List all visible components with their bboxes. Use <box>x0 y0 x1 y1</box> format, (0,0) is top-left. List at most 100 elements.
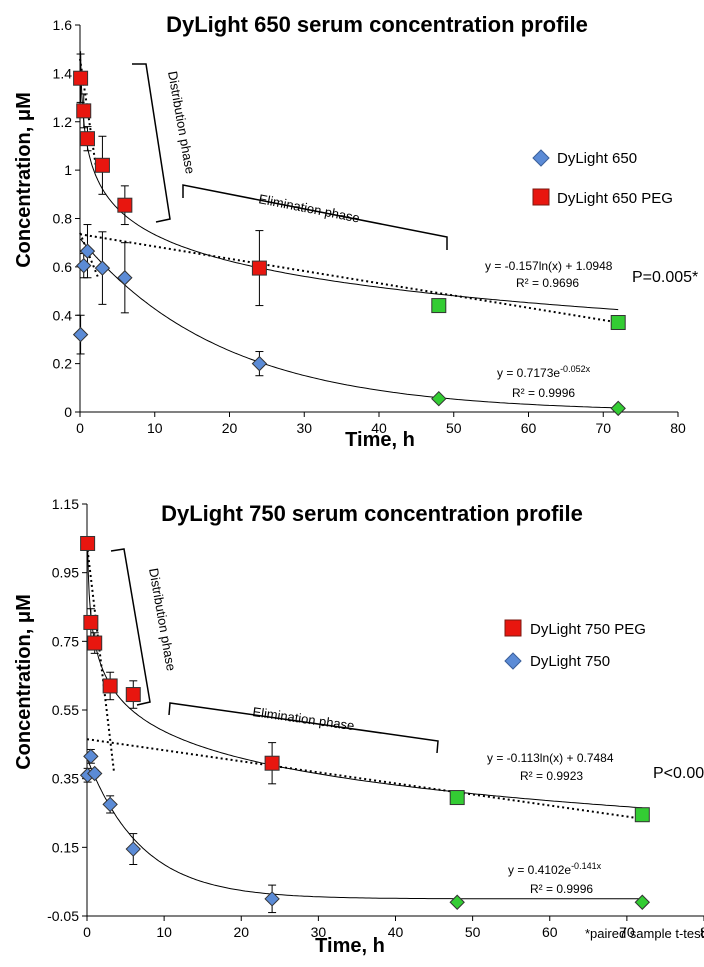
y-tick-label: 0.95 <box>52 565 79 581</box>
chart-750: DyLight 750 serum concentration profile … <box>13 496 704 957</box>
data-point-dylight-650-peg <box>431 298 447 314</box>
x-tick-label: 10 <box>156 924 172 940</box>
x-tick-label: 10 <box>147 420 163 436</box>
data-point-dylight-750 <box>125 841 141 857</box>
x-tick-label: 60 <box>521 420 537 436</box>
x-tick-label: 0 <box>83 924 91 940</box>
chart-650-legend: DyLight 650 DyLight 650 PEG <box>532 149 673 207</box>
exp-fit-equation: y = 0.7173e-0.052x <box>497 364 591 380</box>
y-tick-label: -0.05 <box>47 908 79 924</box>
data-point-dylight-750-peg <box>125 687 141 703</box>
y-tick-label: 0.2 <box>53 356 73 372</box>
elimination-bracket <box>182 184 448 250</box>
data-point-dylight-650-peg <box>251 260 267 276</box>
x-tick-label: 50 <box>446 420 462 436</box>
data-point-dylight-750-peg <box>634 807 650 823</box>
x-tick-label: 40 <box>371 420 387 436</box>
chart-650-equations: y = -0.157ln(x) + 1.0948 R² = 0.9696 y =… <box>485 259 698 400</box>
data-point-dylight-750 <box>83 748 99 765</box>
x-tick-label: 80 <box>670 420 686 436</box>
chart-750-legend: DyLight 750 PEG DyLight 750 <box>504 619 646 670</box>
data-point-dylight-750 <box>449 894 465 910</box>
log-fit-r2: R² = 0.9696 <box>516 276 579 290</box>
x-tick-label: 70 <box>595 420 611 436</box>
data-point-dylight-750-peg <box>264 755 280 771</box>
exp-fit-r2: R² = 0.9996 <box>512 386 575 400</box>
data-point-dylight-650 <box>72 326 89 343</box>
y-tick-label: 1.4 <box>53 65 73 81</box>
data-point-dylight-650 <box>79 243 96 259</box>
y-tick-label: 0.35 <box>52 771 79 787</box>
x-tick-label: 8 <box>700 924 704 940</box>
elimination-bracket <box>168 702 439 754</box>
chart-650-plot-area: 0 0.2 0.4 0.6 0.8 1 1.2 1.4 1.6 0 10 20 30 40 50 60 70 80 <box>53 17 686 436</box>
data-point-dylight-650-peg <box>73 70 89 86</box>
x-tick-label: 60 <box>542 924 558 940</box>
data-point-dylight-750 <box>264 891 280 907</box>
distribution-bracket <box>110 548 151 706</box>
data-point-dylight-650-peg <box>610 315 626 331</box>
chart-650-ylabel: Concentration, μM <box>13 92 35 268</box>
y-tick-label: 0.75 <box>52 633 79 649</box>
data-point-dylight-650-peg <box>76 103 92 119</box>
legend-marker-dylight-750 <box>504 652 522 670</box>
y-tick-label: 0.8 <box>53 211 73 227</box>
data-point-dylight-750-peg <box>449 790 465 806</box>
data-point-dylight-750-peg <box>80 535 96 551</box>
chart-750-ylabel: Concentration, μM <box>13 594 35 770</box>
log-fit-equation: y = -0.113ln(x) + 0.7484 <box>487 751 614 765</box>
y-tick-label: 0.55 <box>52 702 79 718</box>
data-point-dylight-650 <box>117 270 133 286</box>
trendline-dotted <box>79 232 100 280</box>
data-point-dylight-750 <box>634 894 651 910</box>
x-tick-label: 30 <box>311 924 327 940</box>
legend-label-dylight-750: DyLight 750 <box>530 653 610 670</box>
distribution-phase-label: Distribution phase <box>146 567 179 672</box>
y-tick-label: 0.15 <box>52 839 79 855</box>
trendline-dotted <box>79 233 619 324</box>
legend-marker-dylight-650 <box>532 149 550 167</box>
legend-label-dylight-650-peg: DyLight 650 PEG <box>557 190 673 207</box>
x-tick-label: 30 <box>296 420 312 436</box>
exp-fit-equation: y = 0.4102e-0.141x <box>508 861 602 877</box>
y-tick-label: 0.4 <box>53 307 73 323</box>
data-point-dylight-750 <box>87 765 103 782</box>
data-point-dylight-750-peg <box>87 635 103 651</box>
y-tick-label: 1.6 <box>53 17 73 33</box>
x-tick-label: 40 <box>388 924 404 940</box>
chart-750-xlabel: Time, h <box>315 935 385 957</box>
data-point-dylight-650 <box>76 257 92 274</box>
data-point-dylight-650 <box>610 400 626 417</box>
chart-650-phase-annotations: Distribution phase Elimination phase <box>132 63 448 250</box>
x-tick-label: 20 <box>222 420 238 436</box>
data-point-dylight-650-peg <box>94 157 110 173</box>
elimination-phase-label: Elimination phase <box>257 191 361 225</box>
legend-marker-dylight-650-peg <box>532 188 550 206</box>
elimination-phase-label: Elimination phase <box>252 704 356 733</box>
data-point-dylight-650 <box>251 355 268 372</box>
footnote: *paired sample t-test <box>585 926 704 941</box>
fit-curve-exp <box>80 238 619 409</box>
y-tick-label: 0.6 <box>53 259 73 275</box>
x-tick-label: 0 <box>76 420 84 436</box>
legend-marker-dylight-750-peg <box>504 619 522 637</box>
trendline-dotted <box>86 545 115 772</box>
chart-750-phase-annotations: Distribution phase Elimination phase <box>110 548 439 754</box>
y-tick-label: 1 <box>64 162 72 178</box>
fit-curve-exp <box>87 759 643 900</box>
y-tick-label: 1.2 <box>53 114 73 130</box>
data-point-dylight-650 <box>431 390 447 407</box>
fit-curve-log <box>87 543 643 809</box>
log-fit-r2: R² = 0.9923 <box>520 769 583 783</box>
data-point-dylight-750-peg <box>83 614 99 630</box>
data-point-dylight-750-peg <box>102 678 118 694</box>
chart-650-title: DyLight 650 serum concentration profile <box>166 12 588 37</box>
chart-750-plot-area: -0.05 0.15 0.35 0.55 0.75 0.95 1.15 0 10 20 30 40 50… <box>47 496 704 940</box>
log-fit-equation: y = -0.157ln(x) + 1.0948 <box>485 259 613 273</box>
chart-650-xlabel: Time, h <box>345 429 415 451</box>
p-value-750: P<0.00 <box>653 765 704 782</box>
legend-label-dylight-750-peg: DyLight 750 PEG <box>530 621 646 638</box>
data-point-dylight-650 <box>94 260 111 276</box>
y-tick-label: 0 <box>64 404 72 420</box>
